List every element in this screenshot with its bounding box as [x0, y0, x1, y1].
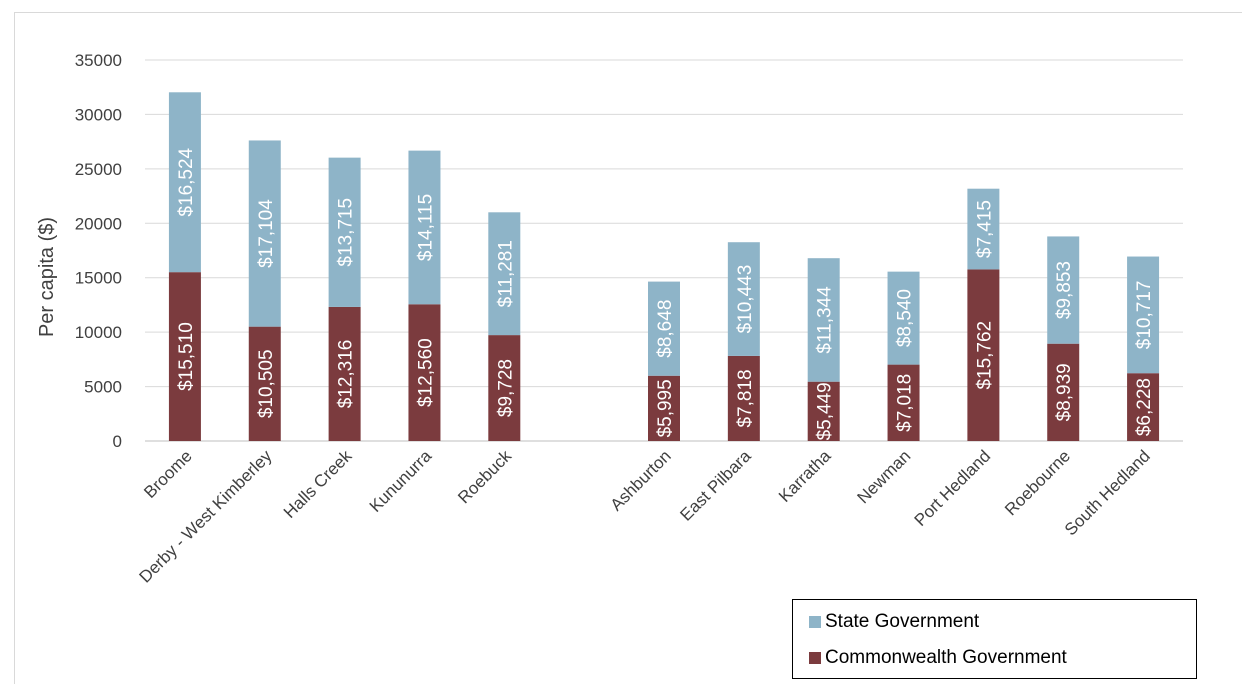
data-label-commonwealth: $5,449: [815, 382, 836, 440]
data-label-commonwealth: $6,228: [1134, 378, 1155, 436]
y-tick-label: 20000: [75, 214, 122, 233]
data-label-state: $11,281: [495, 240, 516, 307]
data-label-state: $10,443: [735, 265, 756, 334]
y-tick-label: 25000: [75, 160, 122, 179]
x-category-label: Roebuck: [454, 446, 515, 507]
bar-commonwealth: [488, 335, 521, 441]
x-category-label: Kununurra: [366, 446, 436, 516]
data-label-commonwealth: $10,505: [256, 349, 277, 418]
bar-commonwealth: [408, 304, 441, 441]
y-tick-label: 0: [113, 432, 122, 451]
bar-state: [648, 281, 680, 376]
bar-state: [1127, 256, 1160, 374]
data-label-commonwealth: $12,316: [336, 340, 357, 409]
data-label-state: $16,524: [176, 147, 197, 216]
data-label-commonwealth: $15,510: [176, 322, 197, 391]
x-category-label: Derby - West Kimberley: [135, 446, 275, 586]
data-label-state: $7,415: [974, 200, 995, 258]
chart-frame: [14, 12, 1242, 684]
data-label-state: $8,648: [655, 300, 676, 358]
data-label-commonwealth: $7,818: [735, 369, 756, 427]
x-category-label: Ashburton: [607, 446, 675, 514]
data-label-state: $11,344: [815, 286, 836, 354]
data-label-state: $13,715: [336, 198, 357, 267]
data-label-state: $14,115: [415, 194, 436, 261]
data-label-commonwealth: $12,560: [415, 338, 436, 407]
legend-label-state: State Government: [825, 611, 980, 632]
data-label-commonwealth: $5,995: [655, 379, 676, 437]
bar-commonwealth: [648, 375, 680, 441]
y-axis-title: Per capita ($): [36, 217, 58, 337]
bar-state: [168, 92, 201, 273]
bar-commonwealth: [727, 355, 760, 441]
legend-swatch-commonwealth: [809, 652, 821, 664]
legend: State Government Commonwealth Government: [792, 599, 1197, 679]
data-label-state: $8,540: [895, 289, 916, 347]
bar-state: [887, 271, 920, 365]
x-category-label: East Pilbara: [676, 446, 755, 525]
data-label-commonwealth: $15,762: [974, 321, 995, 390]
bar-commonwealth: [328, 306, 361, 441]
x-category-label: Newman: [853, 446, 914, 507]
x-category-label: Port Hedland: [911, 446, 995, 530]
legend-item-commonwealth: Commonwealth Government: [809, 647, 1067, 669]
bar-commonwealth: [248, 326, 281, 441]
bar-commonwealth: [1127, 373, 1160, 441]
bar-commonwealth: [807, 381, 840, 441]
bar-commonwealth: [887, 364, 920, 441]
x-category-label: Broome: [140, 446, 196, 502]
x-category-label: Halls Creek: [280, 446, 356, 522]
data-label-commonwealth: $9,728: [495, 359, 516, 417]
data-label-state: $10,717: [1134, 281, 1155, 350]
bar-state: [1047, 236, 1080, 344]
bar-state: [727, 242, 760, 356]
bar-commonwealth: [168, 272, 201, 441]
data-label-state: $17,104: [256, 199, 277, 268]
y-tick-label: 15000: [75, 269, 122, 288]
x-category-label: Roebourne: [1001, 446, 1074, 519]
bar-commonwealth: [1047, 343, 1080, 441]
y-tick-label: 30000: [75, 105, 122, 124]
legend-label-commonwealth: Commonwealth Government: [825, 647, 1067, 668]
y-tick-label: 35000: [75, 51, 122, 70]
bar-commonwealth: [967, 269, 1000, 441]
y-tick-label: 5000: [84, 378, 122, 397]
bar-state: [807, 258, 840, 382]
bar-state: [328, 157, 361, 307]
y-tick-label: 10000: [75, 323, 122, 342]
x-category-label: South Hedland: [1061, 446, 1154, 539]
data-label-commonwealth: $8,939: [1054, 363, 1075, 421]
data-label-state: $9,853: [1054, 261, 1075, 319]
bar-layer: [168, 92, 1160, 441]
bar-state: [967, 188, 1000, 270]
bar-state: [488, 212, 521, 336]
bar-state: [248, 140, 281, 327]
label-layer: $15,510 $16,524 $10,505 $17,104 $12,316 $13,7…: [176, 147, 1155, 440]
legend-swatch-state: [809, 616, 821, 628]
bar-state: [408, 150, 441, 305]
data-label-commonwealth: $7,018: [895, 374, 916, 432]
legend-item-state: State Government: [809, 611, 979, 633]
x-category-label: Karratha: [775, 446, 835, 506]
